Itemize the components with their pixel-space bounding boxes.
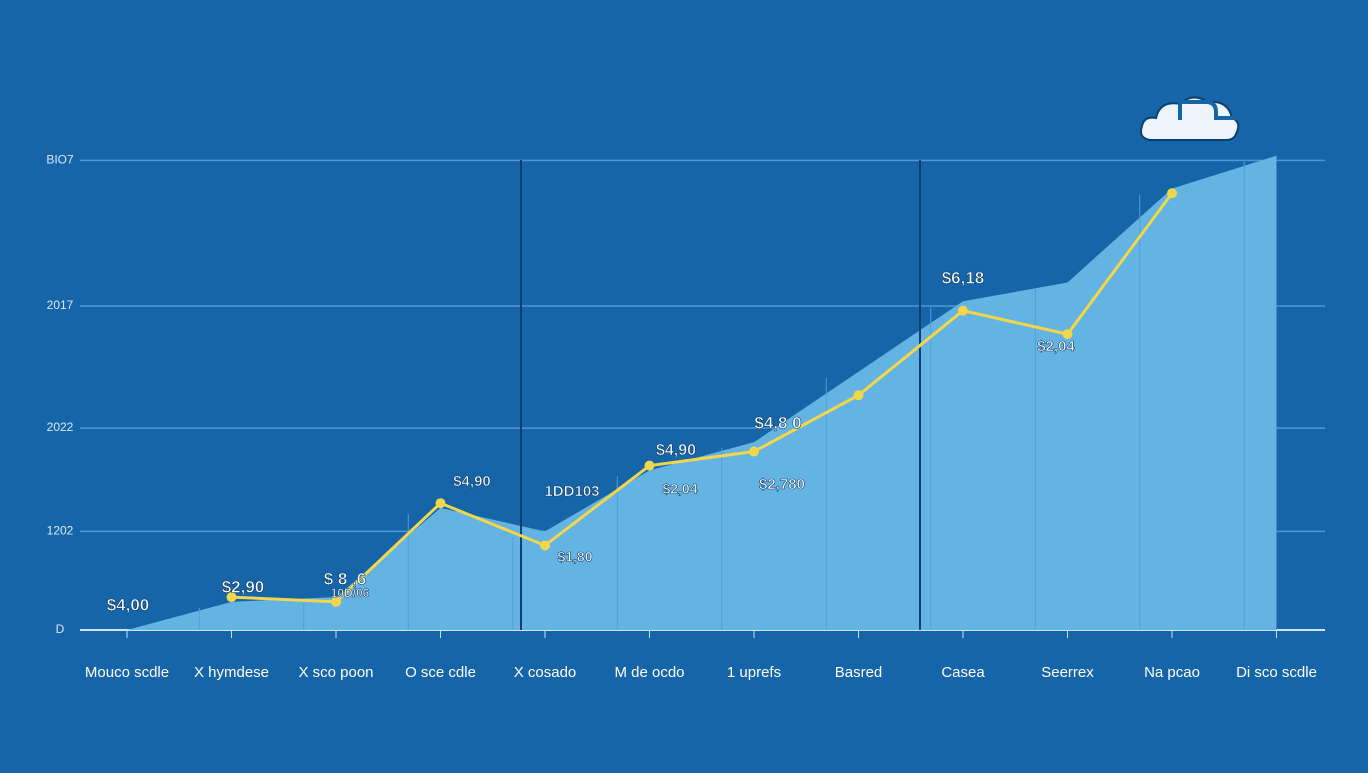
x-tick-label: X hymdese xyxy=(194,664,269,681)
cloud-icon xyxy=(1140,96,1240,141)
line xyxy=(231,192,1174,604)
y-tick-label: 2017 xyxy=(47,298,74,312)
annotation: $4,00 xyxy=(107,595,150,614)
point xyxy=(331,596,341,607)
point xyxy=(749,446,759,457)
annotation: 10D/06 xyxy=(331,586,370,600)
point xyxy=(1062,329,1073,340)
annotation: $2,04 xyxy=(1037,338,1075,355)
x-tick-label: M de ocdo xyxy=(614,664,684,681)
x-tick-label: Basred xyxy=(835,664,883,681)
annotation: $2,04 xyxy=(662,481,697,497)
x-tick-label: X cosado xyxy=(514,664,577,681)
x-tick-label: Na pcao xyxy=(1144,664,1200,681)
point xyxy=(540,540,550,551)
x-tick-label: Di sco scdle xyxy=(1236,664,1317,681)
point xyxy=(226,592,237,603)
point xyxy=(644,460,655,471)
y-tick-label: D xyxy=(56,622,65,636)
x-tick-label: X sco poon xyxy=(298,664,373,681)
y-tick-label: 2022 xyxy=(47,420,74,434)
annotation: $6,18 xyxy=(942,268,985,287)
area xyxy=(127,155,1277,630)
y-tick-label: 1202 xyxy=(47,524,74,538)
point xyxy=(1167,188,1177,199)
annotation: $4,8 0 xyxy=(754,413,801,432)
x-tick-label: Mouco scdle xyxy=(85,664,169,681)
x-tick-label: Seerrex xyxy=(1041,664,1094,681)
annotation: $4,90 xyxy=(656,442,696,459)
annotation: $2,90 xyxy=(222,577,265,596)
annotation: $ 8 ,6 xyxy=(324,569,367,588)
annotation: $1,80 xyxy=(557,549,592,565)
point xyxy=(958,305,968,316)
point xyxy=(853,390,864,401)
annotation: 1DD103 xyxy=(544,483,599,500)
x-tick-label: Casea xyxy=(941,664,985,681)
annotation: $2,780 xyxy=(759,476,805,493)
x-tick-label: O sce cdle xyxy=(405,664,476,681)
y-tick-label: BIO7 xyxy=(46,153,74,167)
annotation: $4,90 xyxy=(453,473,491,490)
x-tick-label: 1 uprefs xyxy=(727,664,781,681)
point xyxy=(435,498,446,509)
